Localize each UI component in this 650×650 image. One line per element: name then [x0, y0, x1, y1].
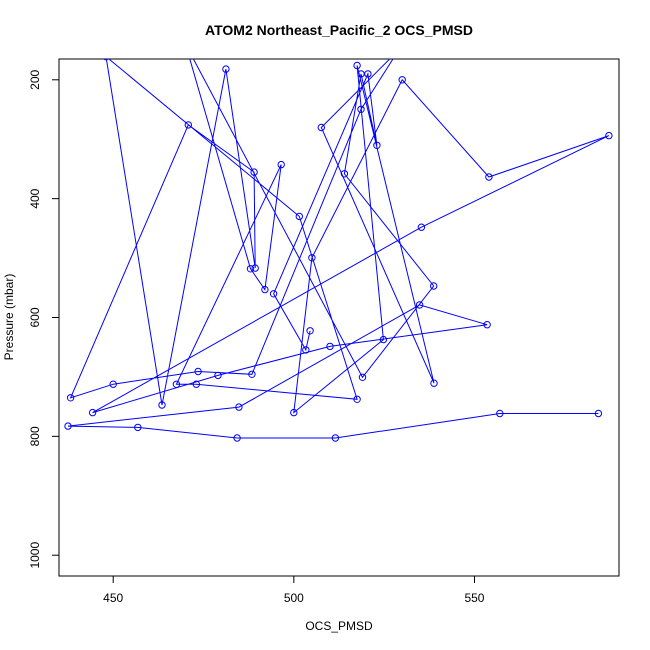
data-point: [277, 160, 285, 169]
data-point: [134, 423, 142, 432]
data-point: [395, 47, 401, 53]
y-tick-label: 200: [28, 69, 42, 89]
data-point: [109, 380, 117, 388]
data-point: [290, 408, 298, 417]
x-tick-label: 450: [103, 591, 123, 605]
data-point: [364, 70, 372, 78]
data-point: [182, 41, 188, 47]
data-point: [317, 123, 325, 132]
data-point: [306, 327, 314, 335]
data-point: [246, 265, 255, 273]
data-point: [594, 409, 603, 418]
data-point: [66, 394, 75, 402]
series-line: [67, 59, 610, 439]
data-point: [158, 401, 166, 409]
data-point: [357, 70, 365, 78]
data-point: [373, 141, 381, 150]
data-point: [214, 371, 222, 380]
data-point: [496, 409, 504, 418]
data-point: [88, 408, 97, 417]
data-point: [172, 380, 181, 388]
y-axis-label: Pressure (mbar): [2, 274, 16, 361]
data-point: [194, 367, 202, 376]
data-point: [417, 223, 426, 231]
data-point: [483, 321, 491, 329]
data-point: [184, 121, 193, 129]
x-tick-label: 550: [464, 591, 484, 605]
x-axis: 450 500 550: [103, 575, 485, 605]
data-point: [269, 290, 278, 298]
data-point: [430, 282, 438, 290]
data-point: [64, 422, 72, 430]
data-point: [235, 403, 243, 411]
data-point: [251, 264, 259, 272]
data-point: [357, 105, 365, 114]
data-point: [103, 59, 109, 61]
data-point: [248, 370, 256, 378]
data-point: [415, 301, 424, 309]
x-axis-label: OCS_PMSD: [305, 619, 373, 633]
data-point: [250, 168, 258, 176]
data-point: [222, 65, 230, 73]
data-point: [331, 434, 340, 442]
data-point: [302, 346, 310, 354]
data-point: [326, 342, 334, 351]
y-tick-label: 1000: [28, 542, 42, 569]
data-point: [233, 434, 241, 442]
data-point: [295, 212, 303, 221]
x-tick-label: 500: [284, 591, 304, 605]
data-point: [261, 285, 269, 294]
data-point: [430, 379, 438, 387]
data-point: [485, 173, 493, 181]
y-tick-label: 400: [28, 188, 42, 208]
data-point: [358, 373, 367, 381]
data-point: [353, 395, 361, 403]
y-tick-label: 600: [28, 307, 42, 327]
y-tick-label: 800: [28, 426, 42, 446]
plot-area: [64, 41, 613, 442]
data-point: [308, 254, 316, 262]
data-point: [379, 335, 388, 344]
data-point: [605, 131, 613, 140]
data-point: [353, 61, 361, 70]
y-axis: 200 400 600 800 1000: [28, 69, 60, 569]
data-point: [340, 170, 349, 178]
plot-frame: [58, 58, 620, 577]
data-point: [192, 380, 201, 388]
data-point: [398, 76, 406, 84]
chart-title: ATOM2 Northeast_Pacific_2 OCS_PMSD: [205, 22, 473, 38]
